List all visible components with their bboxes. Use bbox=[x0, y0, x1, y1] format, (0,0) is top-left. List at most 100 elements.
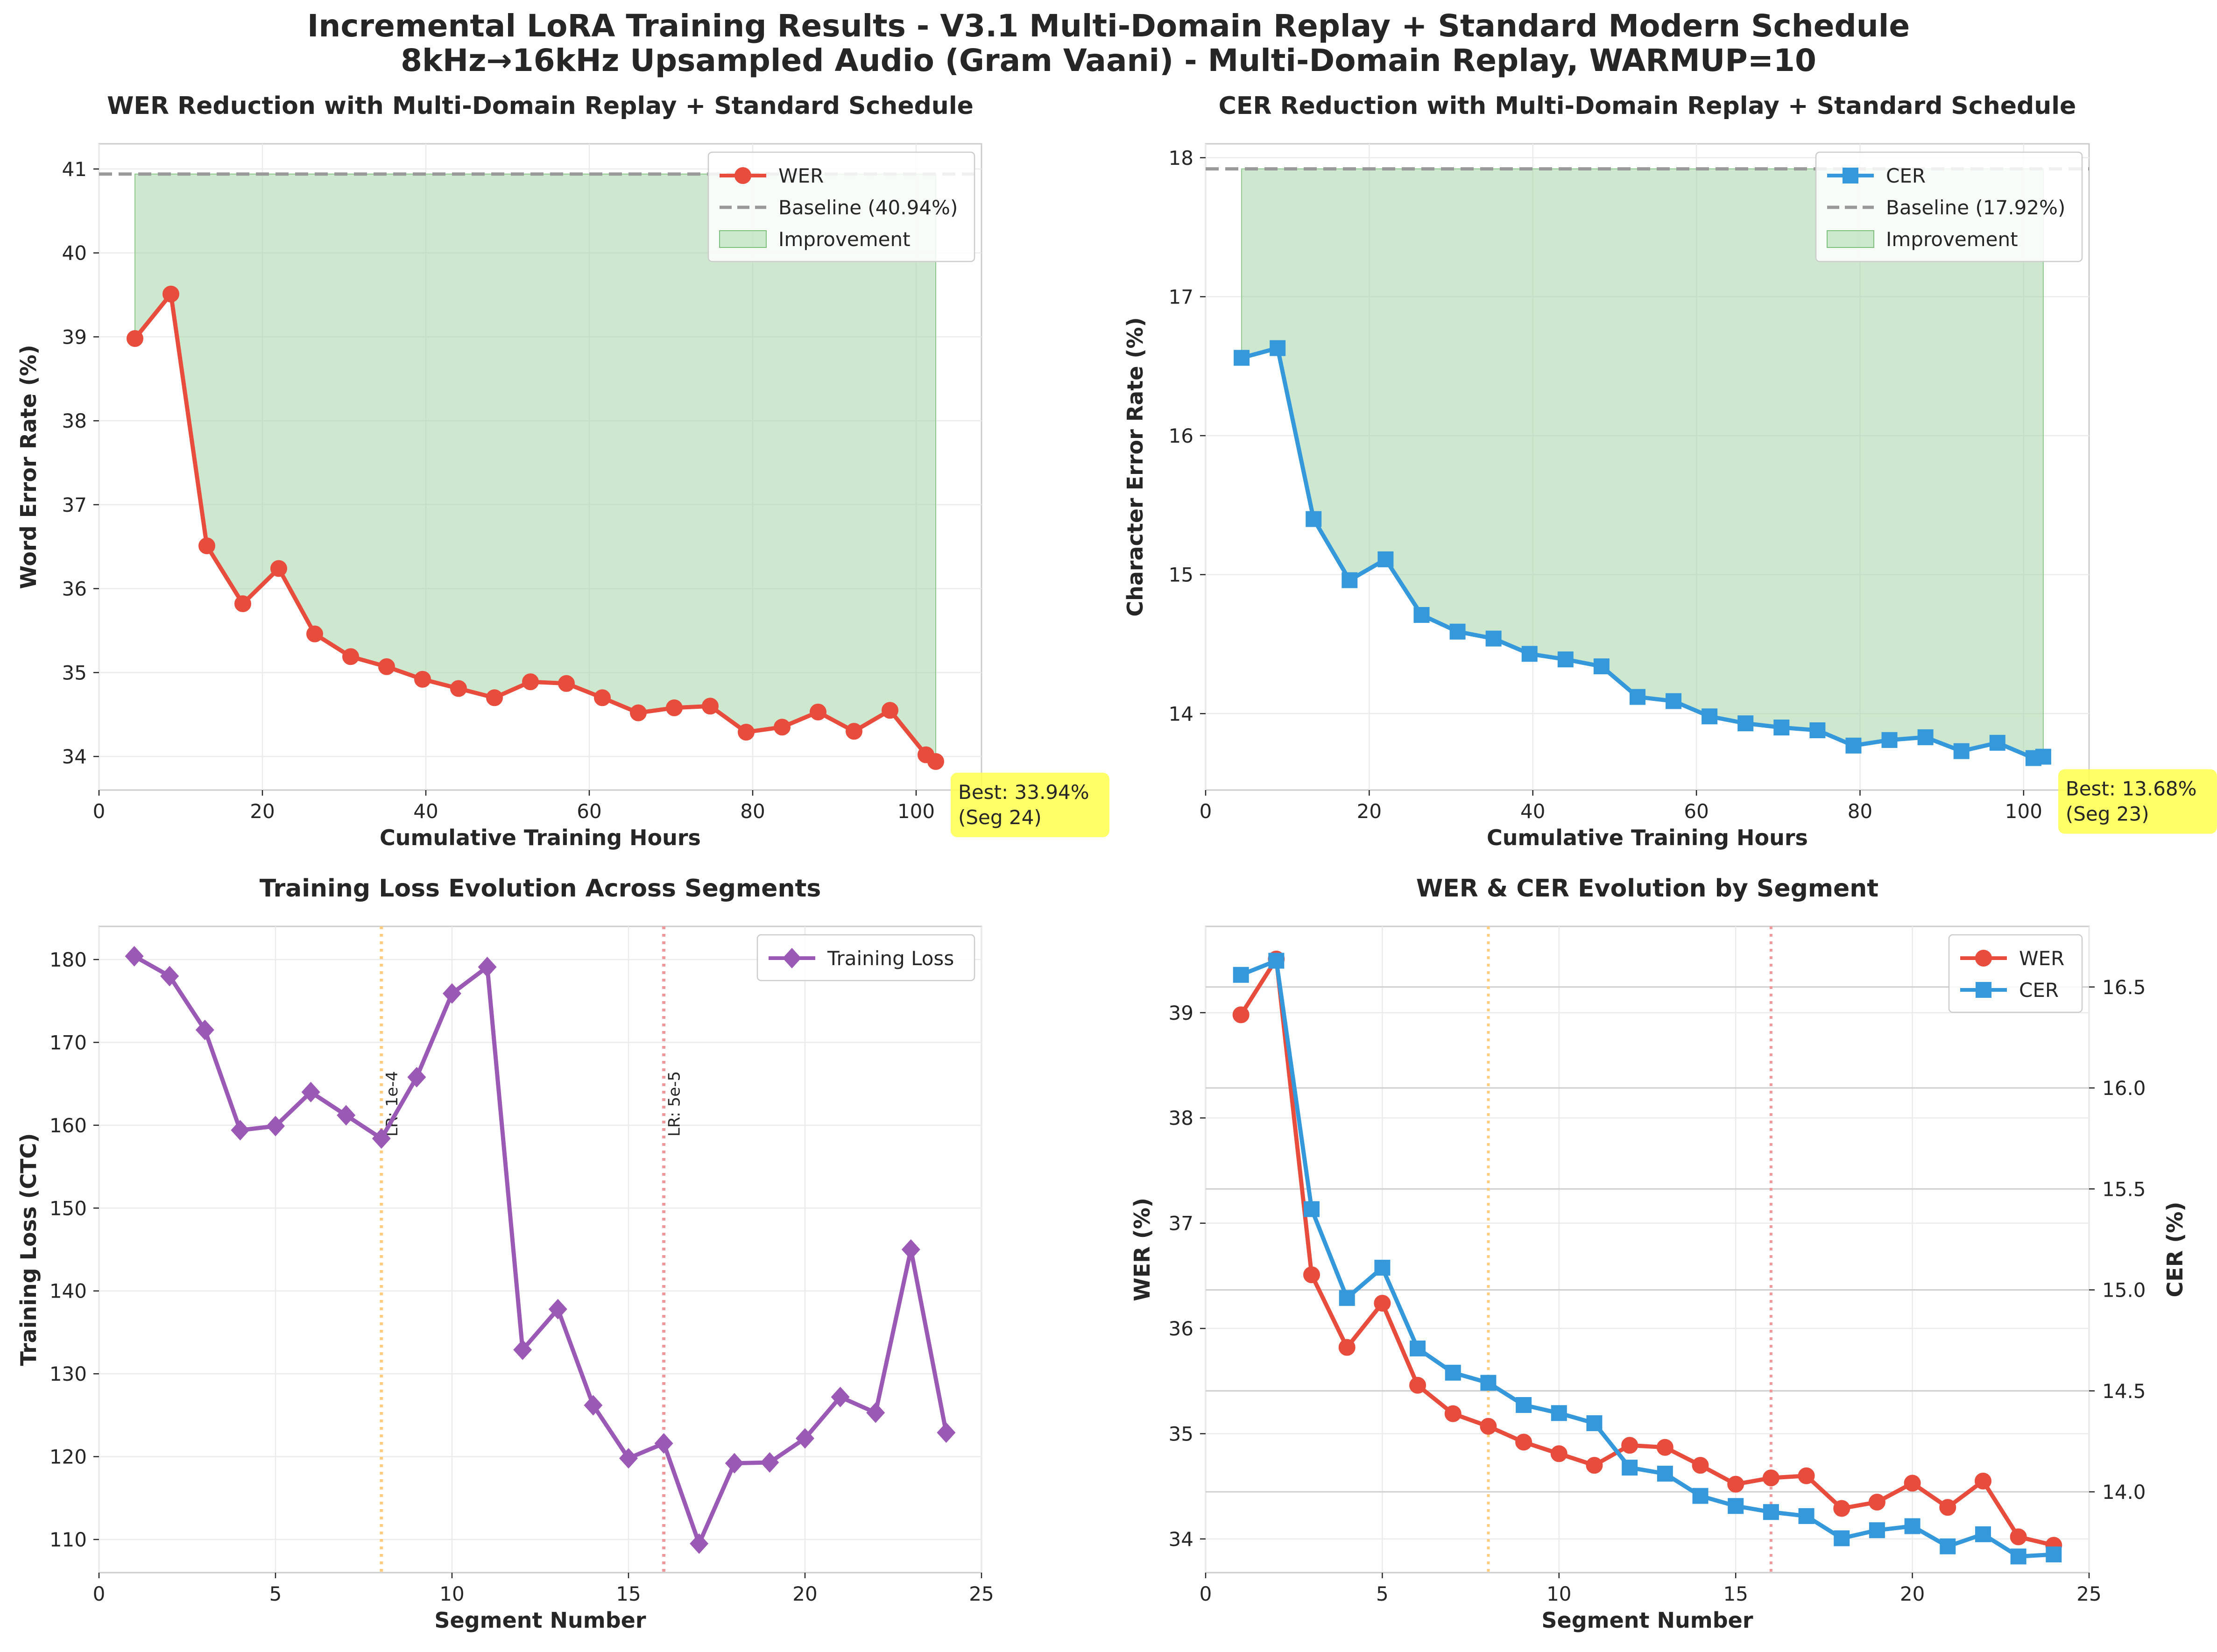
data-point-wer bbox=[1303, 1266, 1320, 1284]
x-tick-label: 10 bbox=[439, 1582, 464, 1605]
x-axis-label: Segment Number bbox=[434, 1608, 646, 1633]
data-point-cer bbox=[1940, 1538, 1956, 1554]
lr-change-label: LR: 1e-4 bbox=[383, 1071, 402, 1137]
data-point bbox=[1773, 720, 1790, 736]
y-tick-label: 160 bbox=[49, 1114, 87, 1137]
cer-reduction-chart: 0 20 40 60 80 100 14 15 16 17 18 CER Reduction with… bbox=[1123, 92, 2217, 850]
data-point-cer bbox=[1304, 1201, 1320, 1217]
data-point bbox=[1953, 743, 1970, 759]
x-tick-label: 25 bbox=[2076, 1582, 2101, 1605]
lr-change-label: LR: 5e-5 bbox=[665, 1071, 684, 1137]
data-point-cer bbox=[1657, 1466, 1673, 1482]
data-point bbox=[407, 1066, 426, 1087]
y-tick-label: 38 bbox=[62, 409, 87, 432]
data-point bbox=[195, 1019, 214, 1040]
y-tick-label: 36 bbox=[1169, 1317, 1193, 1340]
data-point-wer bbox=[1692, 1457, 1709, 1474]
data-point-wer bbox=[1621, 1437, 1638, 1454]
data-point bbox=[301, 1081, 320, 1102]
data-point bbox=[270, 560, 287, 577]
y-tick-label: 140 bbox=[49, 1280, 87, 1303]
y-tick-label: 40 bbox=[62, 242, 87, 265]
data-point bbox=[725, 1453, 744, 1474]
y-tick-label: 150 bbox=[49, 1197, 87, 1220]
suptitle-line-2: 8kHz→16kHz Upsampled Audio (Gram Vaani) … bbox=[401, 42, 1816, 78]
right-tick-label: 15.0 bbox=[2102, 1279, 2146, 1302]
x-tick-label: 0 bbox=[1200, 800, 1212, 823]
legend-box bbox=[1815, 151, 2083, 262]
best-annotation-box bbox=[2058, 769, 2217, 834]
x-axis-label: Cumulative Training Hours bbox=[380, 825, 701, 850]
data-point-wer bbox=[1444, 1405, 1462, 1422]
data-point-cer bbox=[1622, 1460, 1638, 1476]
y-tick-label: 15 bbox=[1169, 564, 1193, 586]
y-tick-label: 34 bbox=[1169, 1528, 1193, 1551]
data-point-cer bbox=[1869, 1522, 1885, 1539]
data-point bbox=[1737, 715, 1754, 732]
plot-area bbox=[1205, 925, 2090, 1574]
x-tick-label: 0 bbox=[1200, 1582, 1212, 1605]
y-tick-label: 37 bbox=[1169, 1212, 1193, 1235]
data-point bbox=[414, 671, 431, 688]
right-tick-label: 14.5 bbox=[2102, 1380, 2146, 1403]
data-point bbox=[1593, 658, 1610, 675]
legend-label: Training Loss bbox=[827, 947, 954, 970]
right-tick-label: 15.5 bbox=[2102, 1178, 2146, 1200]
data-point bbox=[1809, 722, 1826, 739]
data-point-wer bbox=[1374, 1294, 1391, 1312]
data-point bbox=[231, 1120, 250, 1141]
data-point bbox=[1666, 693, 1682, 709]
data-point bbox=[690, 1533, 709, 1554]
data-point bbox=[594, 689, 611, 706]
data-point bbox=[558, 675, 575, 692]
data-point-wer bbox=[1798, 1467, 1815, 1484]
best-annotation-value: Best: 33.94% bbox=[958, 781, 1089, 804]
data-point bbox=[1413, 607, 1430, 623]
data-point bbox=[927, 753, 944, 770]
legend-label: WER bbox=[778, 164, 824, 187]
data-point bbox=[666, 699, 683, 716]
x-tick-label: 100 bbox=[2005, 800, 2042, 823]
x-tick-label: 20 bbox=[1357, 800, 1382, 823]
data-point bbox=[1306, 511, 1322, 527]
data-point bbox=[738, 723, 755, 741]
data-point bbox=[306, 625, 323, 642]
data-point bbox=[1377, 551, 1394, 567]
data-point bbox=[2035, 748, 2051, 765]
legend-marker bbox=[783, 948, 801, 968]
x-axis-label: Segment Number bbox=[1541, 1608, 1753, 1633]
data-point-wer bbox=[1833, 1500, 1850, 1517]
data-point-cer bbox=[1551, 1405, 1567, 1421]
data-point bbox=[937, 1422, 956, 1443]
data-point-cer bbox=[1233, 967, 1249, 983]
y-tick-label: 34 bbox=[62, 745, 87, 768]
x-tick-label: 0 bbox=[93, 800, 106, 823]
x-tick-label: 40 bbox=[1520, 800, 1545, 823]
y-tick-label: 35 bbox=[1169, 1422, 1193, 1445]
x-tick-label: 20 bbox=[250, 800, 275, 823]
right-tick-label: 16.5 bbox=[2102, 976, 2146, 999]
best-annotation-segment: (Seg 23) bbox=[2066, 803, 2149, 826]
x-tick-label: 80 bbox=[740, 800, 765, 823]
data-point bbox=[619, 1448, 638, 1469]
data-point-wer bbox=[1409, 1377, 1426, 1394]
y-tick-label: 110 bbox=[49, 1528, 87, 1551]
data-point bbox=[1521, 646, 1538, 662]
y-tick-label: 120 bbox=[49, 1446, 87, 1468]
y-axis-label: Training Loss (CTC) bbox=[16, 1133, 41, 1366]
data-point-wer bbox=[1515, 1433, 1532, 1451]
data-point-wer bbox=[1656, 1439, 1673, 1456]
x-tick-label: 60 bbox=[577, 800, 601, 823]
x-tick-label: 20 bbox=[792, 1582, 817, 1605]
best-annotation-box bbox=[951, 772, 1109, 837]
data-point-cer bbox=[2046, 1546, 2062, 1563]
x-tick-label: 40 bbox=[413, 800, 438, 823]
data-point bbox=[882, 702, 898, 719]
data-point bbox=[846, 723, 862, 740]
y-tick-label: 17 bbox=[1169, 285, 1193, 308]
data-point-cer bbox=[1728, 1498, 1744, 1514]
data-point bbox=[266, 1115, 285, 1137]
data-point bbox=[1917, 729, 1934, 745]
data-point bbox=[443, 983, 461, 1004]
data-point bbox=[513, 1339, 532, 1360]
